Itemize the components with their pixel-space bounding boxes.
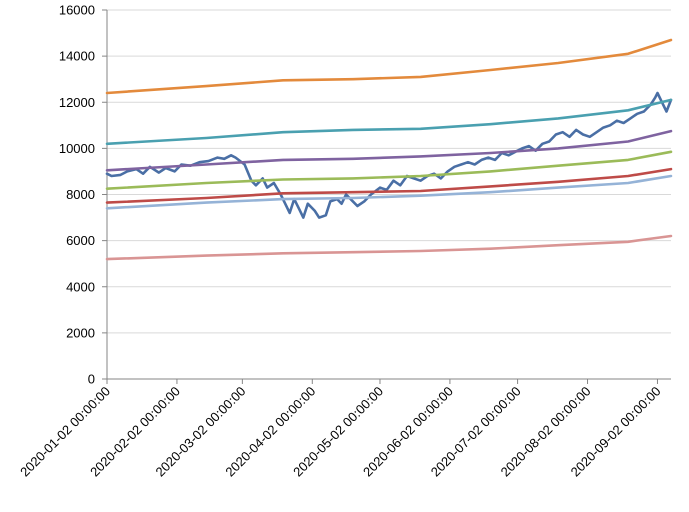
gridlines xyxy=(107,9,671,334)
y-tick-label: 12000 xyxy=(59,95,95,110)
y-tick-labels: 0 2000 4000 6000 8000 10000 12000 14000 16000 xyxy=(59,3,95,387)
series-line-2 xyxy=(105,38,673,95)
series-line-6 xyxy=(105,167,673,204)
series-line-8 xyxy=(105,234,673,261)
y-tick-label: 10000 xyxy=(59,141,95,156)
series-layer xyxy=(105,38,673,261)
y-tick-label: 2000 xyxy=(66,325,95,340)
y-tick-label: 14000 xyxy=(59,49,95,64)
y-tick-label: 4000 xyxy=(66,279,95,294)
y-tick-label: 6000 xyxy=(66,233,95,248)
y-tick-label: 16000 xyxy=(59,3,95,18)
series-line-7 xyxy=(105,174,673,210)
series-line-3 xyxy=(105,98,673,146)
series-line-5 xyxy=(105,150,673,190)
y-tick-label: 8000 xyxy=(66,187,95,202)
series-line-1 xyxy=(105,91,673,219)
axes xyxy=(102,9,671,384)
series-line-4 xyxy=(105,129,673,172)
y-tick-label: 0 xyxy=(88,372,95,387)
